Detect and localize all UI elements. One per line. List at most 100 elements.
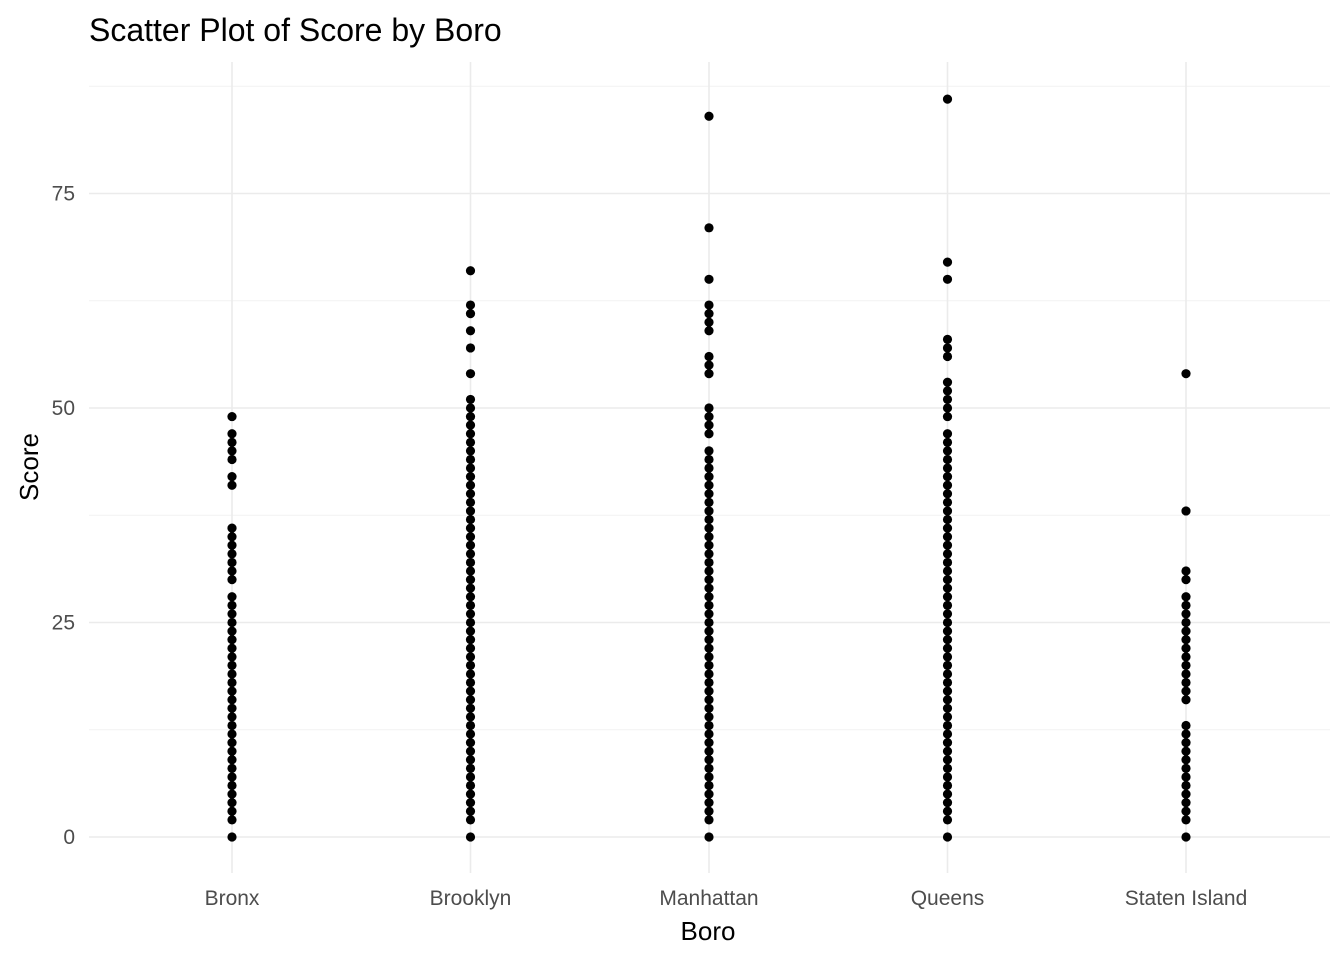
data-point bbox=[465, 326, 476, 336]
data-point bbox=[942, 472, 953, 482]
data-point bbox=[704, 300, 714, 310]
data-point bbox=[704, 472, 714, 482]
data-point bbox=[227, 626, 237, 636]
data-point bbox=[227, 549, 237, 559]
data-point bbox=[1181, 806, 1191, 816]
data-point bbox=[942, 480, 953, 490]
data-point bbox=[465, 523, 476, 533]
data-point bbox=[1181, 772, 1191, 782]
data-point bbox=[704, 480, 714, 490]
data-point bbox=[704, 111, 714, 121]
data-point bbox=[704, 360, 714, 370]
data-point bbox=[1181, 746, 1191, 756]
data-point bbox=[227, 643, 237, 653]
data-point bbox=[227, 738, 237, 748]
data-point bbox=[227, 772, 237, 782]
data-point bbox=[1181, 652, 1191, 662]
data-point bbox=[942, 686, 953, 696]
data-point bbox=[465, 583, 476, 593]
data-point bbox=[465, 309, 476, 319]
data-point bbox=[704, 532, 714, 542]
data-point bbox=[704, 317, 714, 327]
y-tick-label: 75 bbox=[52, 183, 75, 206]
data-point bbox=[942, 695, 953, 705]
data-point bbox=[704, 446, 714, 456]
data-point bbox=[942, 669, 953, 679]
data-point bbox=[704, 832, 714, 842]
data-point bbox=[1181, 600, 1191, 610]
data-point bbox=[942, 274, 953, 284]
data-point bbox=[704, 772, 714, 782]
data-point bbox=[465, 703, 476, 713]
data-point bbox=[465, 729, 476, 739]
data-point bbox=[227, 660, 237, 671]
data-point bbox=[704, 369, 714, 379]
data-point bbox=[465, 635, 476, 645]
data-point bbox=[942, 437, 953, 447]
data-point bbox=[942, 763, 953, 773]
data-point bbox=[465, 489, 476, 499]
x-tick-label: Staten Island bbox=[1125, 887, 1248, 910]
y-tick-label: 25 bbox=[52, 612, 75, 635]
data-point bbox=[704, 420, 714, 430]
data-point bbox=[227, 575, 237, 585]
data-point bbox=[1181, 738, 1191, 748]
data-point bbox=[465, 394, 476, 405]
y-tick-label: 50 bbox=[52, 397, 75, 420]
data-point bbox=[227, 815, 237, 825]
data-point bbox=[704, 540, 714, 550]
data-point bbox=[704, 729, 714, 739]
data-point bbox=[704, 738, 714, 748]
data-point bbox=[704, 557, 714, 568]
data-point bbox=[942, 677, 953, 688]
data-point bbox=[465, 626, 476, 636]
data-point bbox=[1181, 763, 1191, 773]
x-tick-label: Bronx bbox=[205, 887, 260, 910]
data-point bbox=[1181, 798, 1191, 808]
data-point bbox=[465, 686, 476, 696]
data-point bbox=[942, 557, 953, 568]
data-point bbox=[465, 652, 476, 662]
data-point bbox=[1181, 617, 1191, 628]
data-point bbox=[227, 429, 237, 439]
data-point bbox=[704, 660, 714, 671]
data-point bbox=[704, 617, 714, 628]
data-point bbox=[942, 703, 953, 713]
data-point bbox=[942, 729, 953, 739]
data-point bbox=[227, 652, 237, 662]
data-point bbox=[942, 377, 953, 387]
data-point bbox=[465, 738, 476, 748]
data-point bbox=[704, 274, 714, 284]
data-point bbox=[942, 403, 953, 413]
data-point bbox=[942, 609, 953, 619]
data-point bbox=[704, 806, 714, 816]
data-point bbox=[1181, 635, 1191, 645]
data-point bbox=[942, 506, 953, 516]
data-point bbox=[704, 463, 714, 473]
data-point bbox=[465, 437, 476, 447]
data-point bbox=[227, 755, 237, 765]
data-point bbox=[704, 789, 714, 799]
x-tick-label: Brooklyn bbox=[430, 887, 512, 910]
data-point bbox=[942, 583, 953, 593]
data-point bbox=[227, 695, 237, 705]
data-point bbox=[227, 677, 237, 688]
data-point bbox=[704, 703, 714, 713]
data-point bbox=[704, 566, 714, 576]
data-point bbox=[704, 746, 714, 756]
data-point bbox=[227, 763, 237, 773]
data-point bbox=[1181, 566, 1191, 576]
data-point bbox=[942, 575, 953, 585]
data-point bbox=[1181, 695, 1191, 705]
data-point bbox=[465, 617, 476, 628]
data-point bbox=[704, 523, 714, 533]
data-point bbox=[942, 394, 953, 405]
data-point bbox=[942, 660, 953, 671]
data-point bbox=[704, 609, 714, 619]
data-point bbox=[942, 523, 953, 533]
data-point bbox=[465, 369, 476, 379]
data-point bbox=[465, 815, 476, 825]
data-point bbox=[465, 643, 476, 653]
data-point bbox=[942, 746, 953, 756]
data-point bbox=[942, 351, 953, 362]
